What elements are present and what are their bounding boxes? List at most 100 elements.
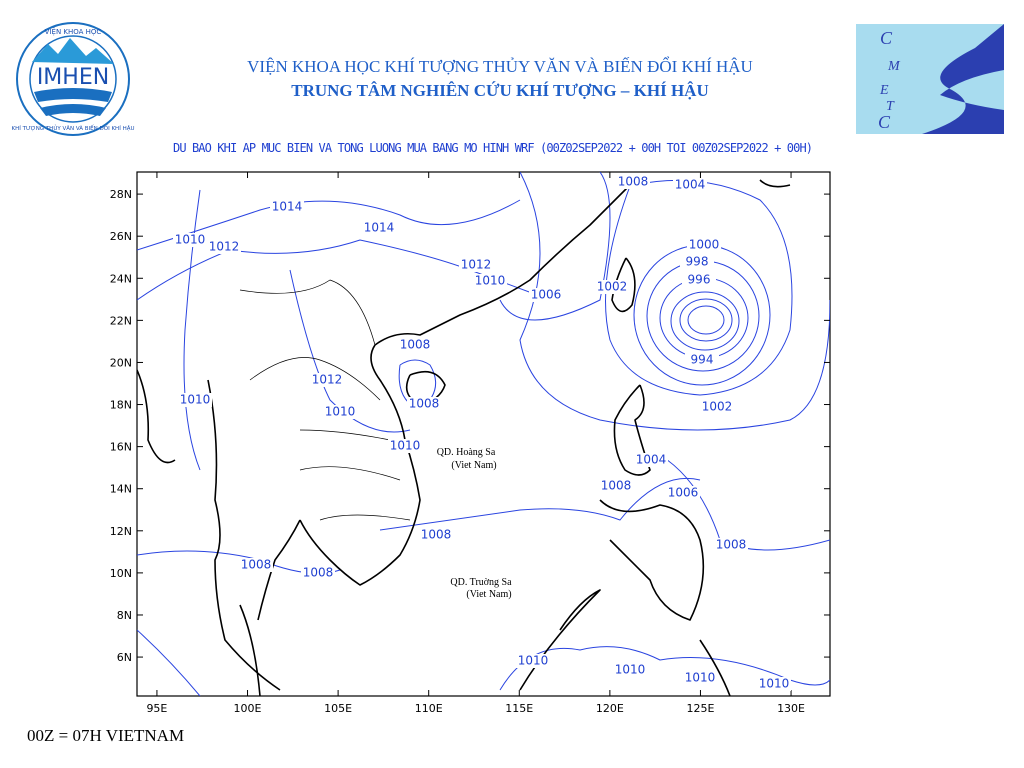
x-tick-label: 115E: [505, 702, 533, 715]
x-tick-label: 100E: [234, 702, 262, 715]
contour-label: 1000: [689, 238, 720, 252]
footer: 00Z = 07H VIETNAM: [27, 726, 184, 745]
contour-label-bg: [757, 677, 791, 691]
place-name: QD. Truờng Sa: [450, 577, 512, 588]
contour-label-bg: [529, 288, 563, 302]
contour-label-bg: [301, 566, 335, 580]
contour-label-bg: [362, 221, 396, 235]
place-country: (Viet Nam): [451, 460, 496, 471]
logo-letter: M: [887, 59, 901, 74]
contour-label: 1008: [409, 397, 440, 411]
contour-label-bg: [207, 240, 241, 254]
contour-label-bg: [634, 453, 668, 467]
contour-label-bg: [178, 393, 212, 407]
contour-label-bg: [419, 528, 453, 542]
y-tick-label: 28N: [110, 188, 132, 201]
contour-label: 998: [686, 255, 709, 269]
y-tick-label: 14N: [110, 483, 132, 496]
contour-label: 1004: [675, 178, 706, 192]
y-tick-label: 8N: [117, 609, 132, 622]
logo-right: C M E T C: [856, 24, 1004, 134]
contour-label-bg: [270, 200, 304, 214]
contour-label-bg: [616, 175, 650, 189]
logo-letter: E: [879, 83, 889, 98]
x-tick-label: 125E: [686, 702, 714, 715]
logo-letter: C: [878, 112, 891, 132]
logo-arc-bottom: KHÍ TƯỢNG THỦY VĂN VÀ BIẾN ĐỔI KHÍ HẬU: [11, 124, 134, 132]
contour-label: 1010: [175, 233, 206, 247]
contour-label-bg: [310, 373, 344, 387]
logo-letter: C: [880, 28, 893, 48]
contour-label: 1010: [518, 654, 549, 668]
contour-label: 1008: [303, 566, 334, 580]
contour-label: 1010: [475, 274, 506, 288]
contour-label-bg: [459, 258, 493, 272]
contour-label: 1008: [716, 538, 747, 552]
x-tick-label: 110E: [415, 702, 443, 715]
place-name: QD. Hoàng Sa: [437, 447, 496, 458]
header-line2: TRUNG TÂM NGHIÊN CỨU KHÍ TƯỢNG – KHÍ HẬU: [291, 81, 708, 100]
contour-label: 1002: [597, 280, 628, 294]
contour-label-bg: [239, 558, 273, 572]
contour-label: 1012: [312, 373, 343, 387]
contour-label-bg: [687, 238, 721, 252]
isobars: [137, 172, 830, 696]
x-tick-label: 105E: [324, 702, 352, 715]
contour-label: 1008: [241, 558, 272, 572]
contour-label: 1010: [615, 663, 646, 677]
contour-label: 1008: [421, 528, 452, 542]
contour-label-bg: [398, 338, 432, 352]
contour-label: 1004: [636, 453, 667, 467]
contour-label-bg: [173, 233, 207, 247]
contour-label: 1010: [685, 671, 716, 685]
y-tick-label: 12N: [110, 525, 132, 538]
logo-arc-top: VIỆN KHOA HỌC: [45, 27, 102, 36]
x-tick-label: 130E: [777, 702, 805, 715]
contour-label: 1010: [180, 393, 211, 407]
contour-label: 1012: [461, 258, 492, 272]
contour-label: 1008: [618, 175, 649, 189]
contour-label-bg: [599, 479, 633, 493]
y-tick-label: 6N: [117, 651, 132, 664]
borders: [239, 279, 411, 521]
contour-label-bg: [680, 255, 714, 269]
contour-label: 1010: [759, 677, 790, 691]
contour-label-bg: [673, 178, 707, 192]
header-line1: VIỆN KHOA HỌC KHÍ TƯỢNG THỦY VĂN VÀ BIẾN…: [247, 56, 753, 76]
contour-label-bg: [682, 273, 716, 287]
contour-label-bg: [473, 274, 507, 288]
contour-label-bg: [700, 400, 734, 414]
contour-label-bg: [323, 405, 357, 419]
map-title: DU BAO KHI AP MUC BIEN VA TONG LUONG MUA…: [173, 141, 813, 155]
contour-label-bg: [714, 538, 748, 552]
contour-label: 1002: [702, 400, 733, 414]
y-tick-label: 20N: [110, 356, 132, 369]
contour-label: 1014: [272, 200, 303, 214]
y-tick-label: 22N: [110, 314, 132, 327]
contour-label-bg: [683, 671, 717, 685]
logo-letter: T: [886, 99, 895, 114]
contour-label-bg: [516, 654, 550, 668]
contour-label: 1006: [668, 486, 699, 500]
contour-label: 1014: [364, 221, 395, 235]
contour-label-bg: [613, 663, 647, 677]
map-frame: [136, 171, 831, 697]
contour-label: 1012: [209, 240, 240, 254]
contour-label-bg: [407, 397, 441, 411]
logo-name: IMHEN: [37, 65, 109, 90]
place-country: (Viet Nam): [466, 589, 511, 600]
x-tick-label: 120E: [596, 702, 624, 715]
contour-label: 996: [688, 273, 711, 287]
contour-label: 994: [691, 353, 714, 367]
contour-label: 1008: [601, 479, 632, 493]
contour-label: 1006: [531, 288, 562, 302]
contour-label: 1010: [390, 439, 421, 453]
contour-label-bg: [388, 439, 422, 453]
contour-label-bg: [595, 280, 629, 294]
y-tick-label: 24N: [110, 272, 132, 285]
contour-label: 1010: [325, 405, 356, 419]
y-tick-label: 10N: [110, 567, 132, 580]
contour-label-bg: [666, 486, 700, 500]
